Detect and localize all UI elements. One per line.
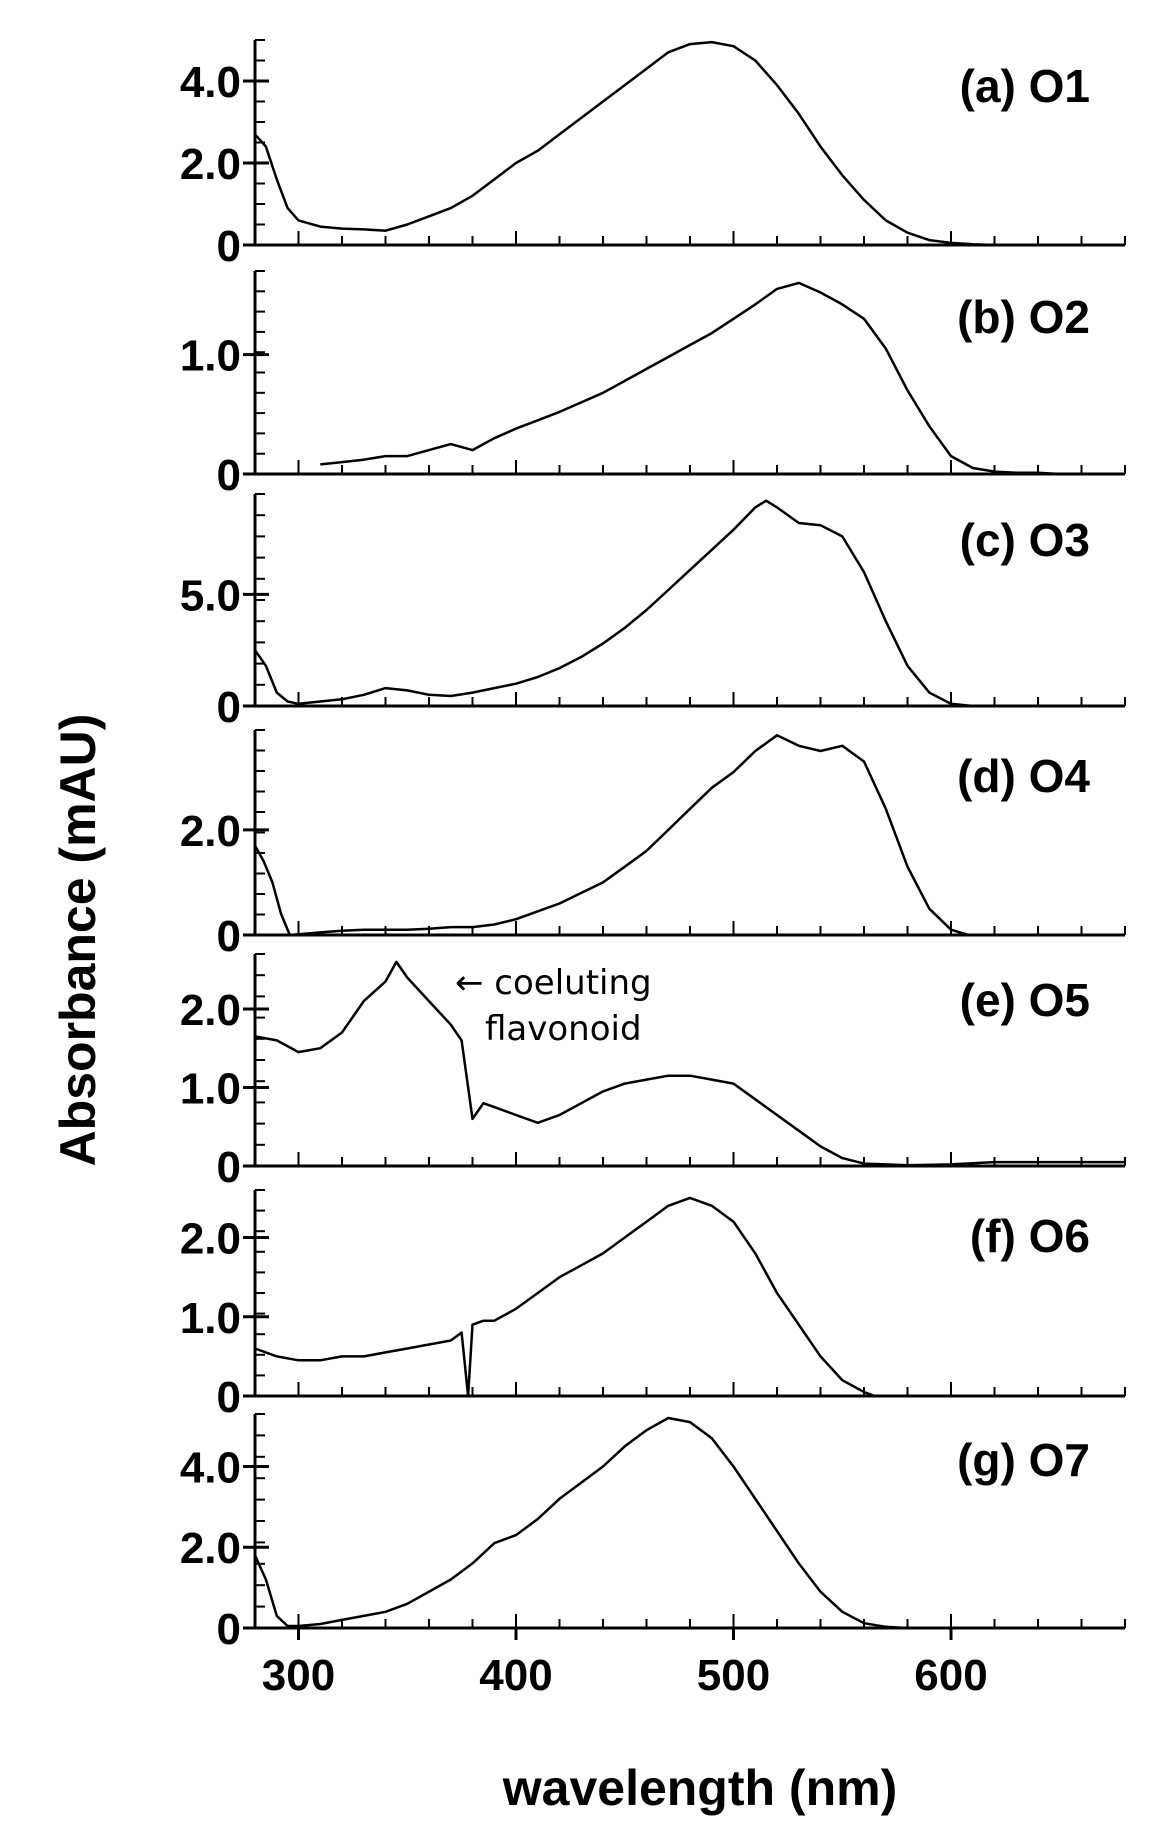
y-tick-label: 5.0 [180, 571, 241, 620]
panel-label: (e) O5 [960, 974, 1090, 1026]
y-tick-label: 1.0 [180, 332, 241, 381]
y-tick-label: 1.0 [180, 1294, 241, 1343]
panel-label: (c) O3 [960, 514, 1090, 566]
spectrum-line [253, 1416, 908, 1630]
y-tick-label: 0 [217, 451, 241, 500]
panel-label: (g) O7 [957, 1434, 1090, 1486]
spectrum-line [253, 734, 969, 937]
spectrum-line [254, 40, 995, 247]
y-tick-label: 4.0 [180, 58, 241, 107]
y-tick-label: 0 [217, 912, 241, 961]
panel-3: 0 2.0 (d) O4 [180, 729, 1126, 961]
y-tick-label: 2.0 [180, 807, 241, 856]
y-tick-label: 4.0 [180, 1443, 241, 1492]
annotation-text: ← coeluting [455, 963, 652, 1003]
y-tick-label: 0 [217, 1143, 241, 1192]
x-axis: 300 400 500 600 [262, 1628, 988, 1700]
y-tick-label: 2.0 [180, 986, 241, 1035]
panel-1: 0 1.0 (b) O2 [180, 270, 1126, 500]
spectrum-line [320, 281, 1104, 476]
y-tick-label: 2.0 [180, 1215, 241, 1264]
y-axis-title: Absorbance (mAU) [50, 714, 106, 1167]
spectrum-line [254, 1196, 876, 1398]
y-tick-label: 0 [217, 1373, 241, 1422]
y-tick-label: 1.0 [180, 1064, 241, 1113]
panel-label: (a) O1 [960, 60, 1090, 112]
panel-6: 0 2.0 4.0 (g) O7 [180, 1413, 1126, 1654]
spectrum-line [254, 960, 1125, 1167]
panel-label: (b) O2 [957, 291, 1090, 343]
y-tick-label: 2.0 [180, 140, 241, 189]
spectrum-line [253, 499, 973, 708]
panel-2: 0 5.0 (c) O3 [180, 493, 1126, 732]
y-tick-label: 0 [217, 683, 241, 732]
panel-5: 0 1.0 2.0 (f) O6 [180, 1189, 1126, 1422]
y-tick-label: 0 [217, 222, 241, 271]
panels-group: 0 2.0 4.0 (a) O1 0 1.0 (b) O2 0 5.0 (c) O3 0 2.0 (d)… [180, 39, 1126, 1654]
x-axis-title: wavelength (nm) [502, 1760, 897, 1816]
x-tick-label: 300 [262, 1651, 335, 1700]
x-tick-label: 500 [697, 1651, 770, 1700]
panel-label: (d) O4 [957, 750, 1090, 802]
y-tick-label: 0 [217, 1605, 241, 1654]
panel-4: 0 1.0 2.0 (e) O5 [180, 953, 1126, 1192]
annotation-text: flavonoid [485, 1009, 642, 1049]
x-tick-label: 400 [479, 1651, 552, 1700]
panel-label: (f) O6 [970, 1210, 1090, 1262]
x-tick-label: 600 [914, 1651, 987, 1700]
panel-0: 0 2.0 4.0 (a) O1 [180, 39, 1126, 271]
y-tick-label: 2.0 [180, 1524, 241, 1573]
